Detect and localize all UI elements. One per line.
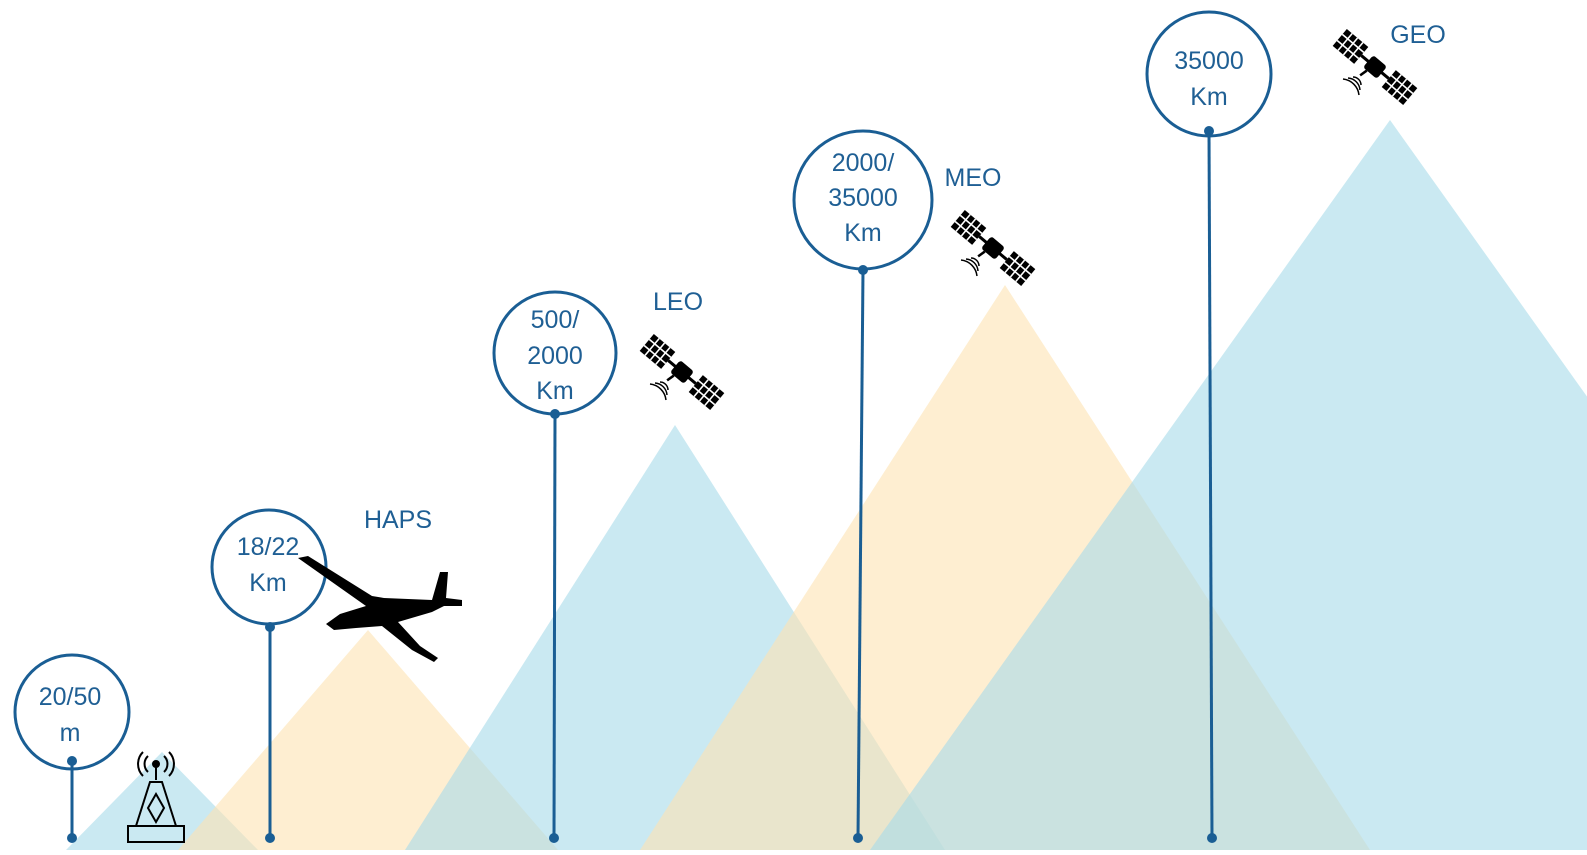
altitude-label-leo-line2: 2000 <box>527 342 583 370</box>
altitude-label-haps-line2: Km <box>249 569 287 597</box>
altitude-pins <box>13 10 1273 843</box>
platform-label-leo: LEO <box>653 288 703 316</box>
altitude-pin-ground <box>13 653 131 838</box>
altitude-label-meo-line1: 2000/ <box>832 149 895 177</box>
satellite-icon <box>945 208 1037 292</box>
satellite-icon <box>634 332 726 416</box>
platform-label-meo: MEO <box>945 164 1002 192</box>
coverage-areas <box>66 120 1587 850</box>
altitude-label-geo-line1: 35000 <box>1174 47 1244 75</box>
glider-aircraft-icon <box>298 556 462 662</box>
altitude-label-ground-line2: m <box>60 719 81 747</box>
altitude-label-geo-line2: Km <box>1190 83 1228 111</box>
platform-label-haps: HAPS <box>364 506 432 534</box>
altitude-label-haps-line1: 18/22 <box>237 533 300 561</box>
ground-tower-icon <box>127 751 185 843</box>
altitude-label-meo-line2: 35000 <box>828 184 898 212</box>
platform-label-geo: GEO <box>1390 21 1446 49</box>
altitude-label-leo-line1: 500/ <box>531 306 580 334</box>
altitude-label-meo-line3: Km <box>844 219 882 247</box>
altitude-label-ground-line1: 20/50 <box>39 683 102 711</box>
coverage-triangle-geo <box>870 120 1587 850</box>
altitude-label-leo-line3: Km <box>536 377 574 405</box>
